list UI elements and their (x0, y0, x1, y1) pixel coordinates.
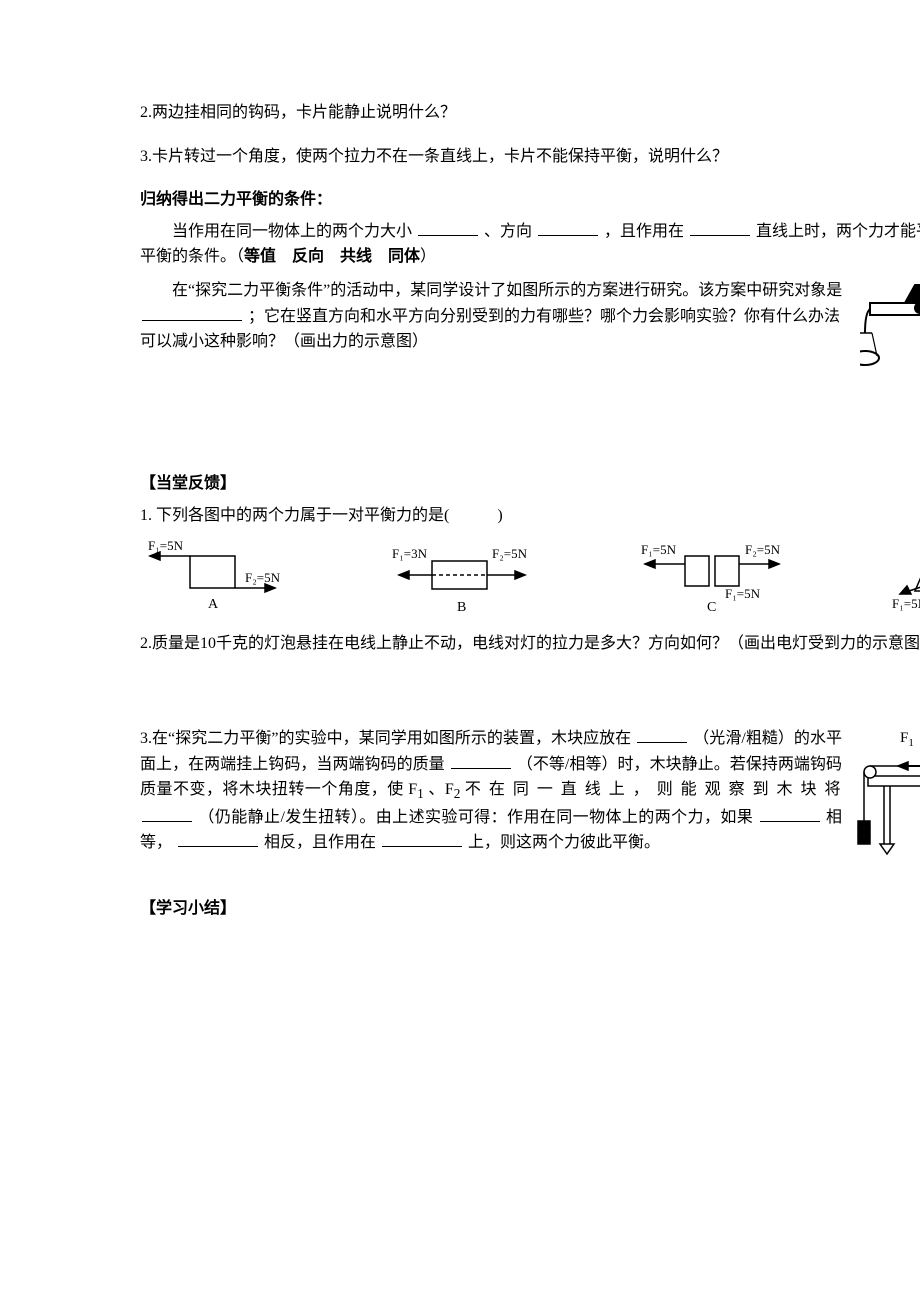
diagram-d: F₂=5N F₁=5N D (890, 536, 920, 621)
table-figure: F1 F2 (850, 726, 920, 876)
feedback-heading: 【当堂反馈】 (140, 471, 920, 497)
diag-c-f1: F₁=5N (641, 542, 677, 557)
diag-a-f1: F₁=5N (148, 538, 184, 553)
feedback-q1: 1. 下列各图中的两个力属于一对平衡力的是( ) (140, 503, 920, 529)
feedback-q2: 2.质量是10千克的灯泡悬挂在电线上静止不动，电线对灯的拉力是多大？方向如何？（… (140, 631, 920, 657)
explore-text-a: 在“探究二力平衡条件”的活动中，某同学设计了如图所示的方案进行研究。该方案中研究… (172, 282, 842, 299)
diag-b-label: B (457, 600, 466, 615)
blank-object[interactable] (142, 304, 242, 321)
question-2: 2.两边挂相同的钩码，卡片能静止说明什么？ (140, 100, 920, 126)
f3-text-a4: 、F (428, 781, 453, 798)
rule-heading: 归纳得出二力平衡的条件： (140, 187, 920, 213)
explore-text: 在“探究二力平衡条件”的活动中，某同学设计了如图所示的方案进行研究。该方案中研究… (140, 278, 920, 355)
rule-keywords: 等值 反向 共线 同体 (244, 248, 420, 265)
rule-paragraph: 当作用在同一物体上的两个力大小 、方向 ，且作用在 直线上时，两个力才能平衡，这… (140, 219, 920, 270)
f3-text-a6: （仍能静止/发生扭转）。由上述实验可得：作用在同一物体上的两个力，如果 (198, 809, 753, 826)
feedback-q2-block: 2.质量是10千克的灯泡悬挂在电线上静止不动，电线对灯的拉力是多大？方向如何？（… (140, 631, 920, 696)
diag-b-f2: F₂=5N (492, 546, 528, 561)
fig3-f1: F1 (900, 730, 914, 749)
blank-size[interactable] (418, 219, 478, 236)
explore-block: b 在“探究二力平衡条件”的活动中，某同学设计了如图所示的方案进行研究。该方案中… (140, 278, 920, 393)
diag-c-f2: F₂=5N (745, 542, 781, 557)
rule-text-c: ，且作用在 (604, 223, 684, 240)
blank-surface[interactable] (637, 726, 687, 743)
rule-text-b: 、方向 (484, 223, 532, 240)
f3-text-a: 3.在“探究二力平衡”的实验中，某同学用如图所示的装置，木块应放在 (140, 730, 631, 747)
diagram-a: F₁=5N F₂=5N A (140, 536, 290, 621)
feedback-q3-block: F1 F2 (140, 726, 920, 876)
diagram-b: F₁=3N F₂=5N B (387, 536, 537, 621)
diagram-c: F₁=5N F₂=5N F₁=5N C (633, 536, 793, 621)
feedback-q3: 3.在“探究二力平衡”的实验中，某同学用如图所示的装置，木块应放在 （光滑/粗糙… (140, 726, 920, 856)
diag-c-label: C (707, 600, 716, 615)
rule-text-a: 当作用在同一物体上的两个力大小 (172, 223, 412, 240)
diag-a-label: A (208, 597, 219, 612)
rule-text-e: ） (420, 248, 436, 265)
question-3: 3.卡片转过一个角度，使两个拉力不在一条直线上，卡片不能保持平衡，说明什么？ (140, 144, 920, 170)
diag-b-f1: F₁=3N (392, 546, 428, 561)
diagram-row: F₁=5N F₂=5N A F₁=3N F₂=5N B F₁=5N F₂=5N … (140, 536, 920, 621)
f3-sub2: 2 (454, 787, 461, 802)
blank-direction[interactable] (538, 219, 598, 236)
summary-heading: 【学习小结】 (140, 896, 920, 922)
diag-d-f1: F₁=5N (892, 596, 920, 611)
f3-sub1: 1 (417, 787, 424, 802)
blank-opposite[interactable] (178, 830, 258, 847)
blank-equal[interactable] (760, 805, 820, 822)
explore-text-b: ；它在竖直方向和水平方向分别受到的力有哪些？哪个力会影响实验？你有什么办法可以减… (140, 308, 840, 351)
f3-text-a9: 上，则这两个力彼此平衡。 (468, 834, 660, 851)
cart-figure: b (860, 278, 920, 393)
blank-mass[interactable] (451, 752, 511, 769)
f3-text-a8: 相反，且作用在 (264, 834, 376, 851)
blank-line[interactable] (690, 219, 750, 236)
diag-a-f2: F₂=5N (245, 570, 281, 585)
f3-text-a5: 不 在 同 一 直 线 上 ， 则 能 观 察 到 木 块 将 (465, 781, 842, 798)
diag-c-f1b: F₁=5N (725, 586, 761, 601)
blank-sameline[interactable] (382, 830, 462, 847)
blank-result[interactable] (142, 805, 192, 822)
